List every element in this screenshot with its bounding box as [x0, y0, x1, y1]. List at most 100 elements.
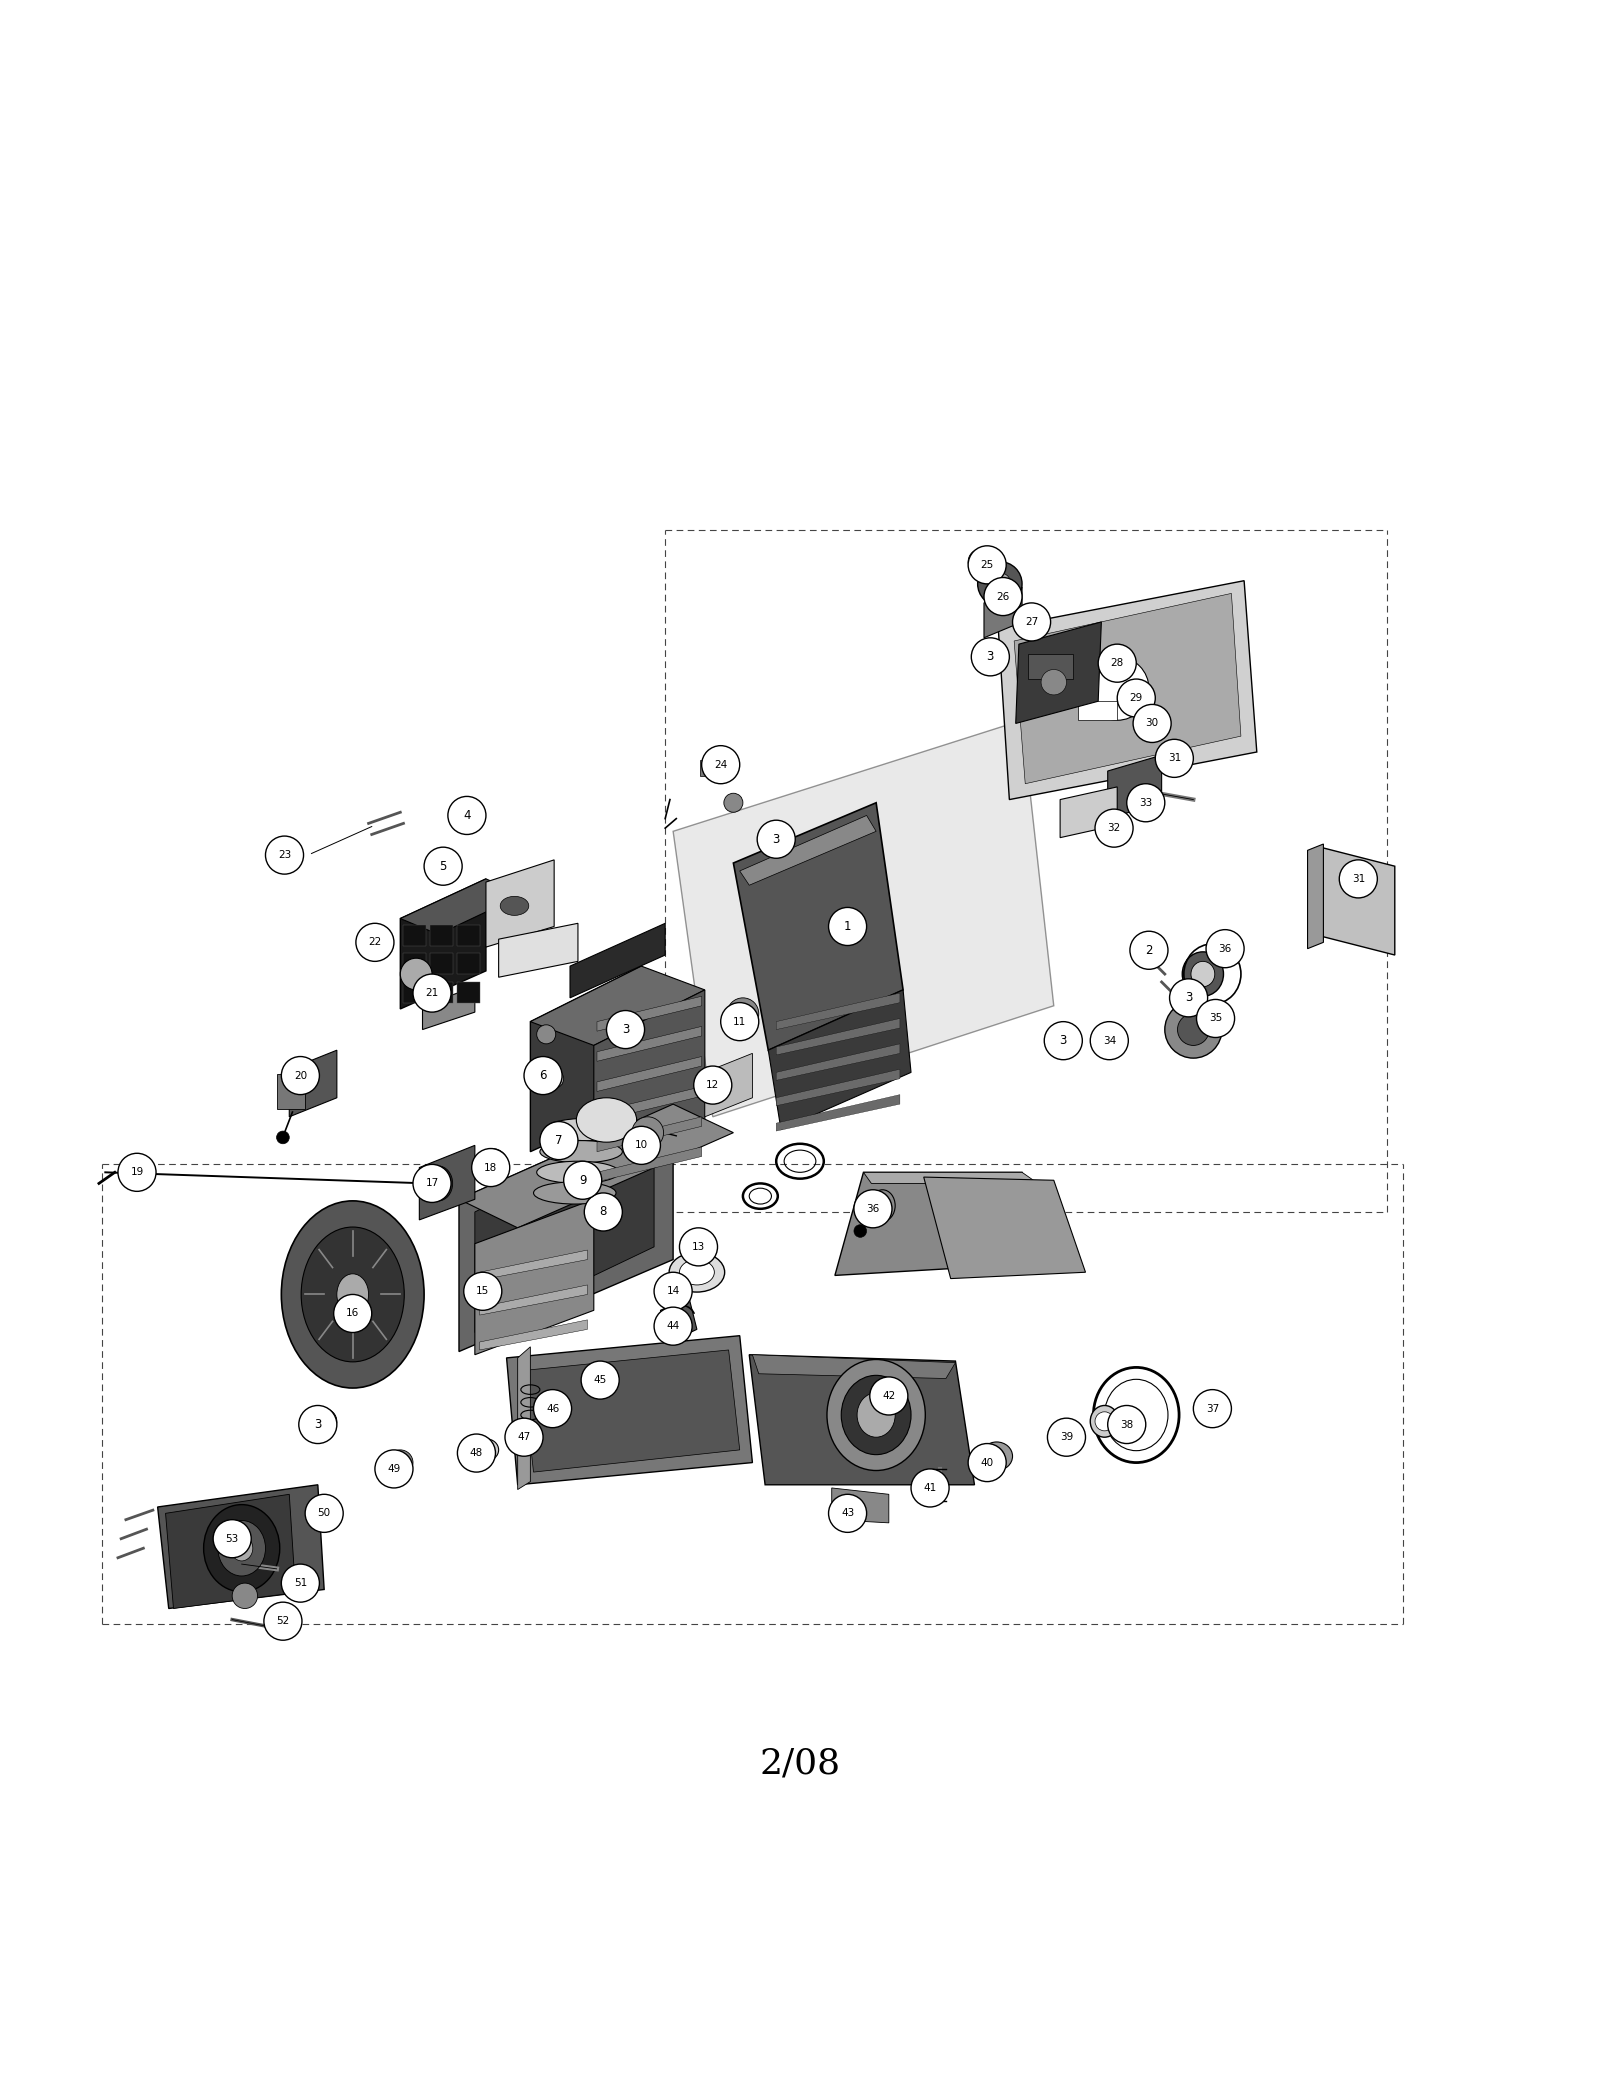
Circle shape: [563, 1162, 602, 1199]
Circle shape: [971, 637, 1010, 676]
Circle shape: [829, 907, 867, 946]
Text: 42: 42: [882, 1390, 896, 1401]
Ellipse shape: [480, 1444, 491, 1455]
Polygon shape: [864, 1172, 1038, 1183]
Ellipse shape: [282, 1201, 424, 1388]
Bar: [458, 925, 480, 946]
Circle shape: [1126, 784, 1165, 822]
Polygon shape: [776, 1096, 899, 1131]
Polygon shape: [422, 988, 475, 1029]
Text: 7: 7: [555, 1135, 563, 1147]
Circle shape: [485, 1156, 501, 1172]
Circle shape: [1042, 670, 1067, 695]
Circle shape: [472, 1150, 510, 1187]
Polygon shape: [499, 923, 578, 977]
Polygon shape: [597, 996, 702, 1031]
Text: 3: 3: [987, 649, 994, 664]
Circle shape: [1133, 703, 1171, 743]
Text: 41: 41: [923, 1484, 936, 1492]
Text: 36: 36: [1219, 944, 1232, 954]
Circle shape: [387, 1450, 413, 1475]
Circle shape: [1094, 809, 1133, 847]
Text: 11: 11: [733, 1017, 746, 1027]
Polygon shape: [1016, 622, 1101, 724]
Polygon shape: [480, 1320, 587, 1351]
Ellipse shape: [218, 1521, 266, 1577]
Polygon shape: [475, 1199, 594, 1355]
Circle shape: [726, 998, 758, 1029]
Ellipse shape: [539, 1141, 622, 1162]
Circle shape: [1090, 1021, 1128, 1060]
Ellipse shape: [576, 1098, 637, 1141]
Polygon shape: [674, 720, 1054, 1116]
Circle shape: [536, 1025, 555, 1044]
Text: 32: 32: [1107, 824, 1120, 834]
Polygon shape: [998, 581, 1258, 799]
Polygon shape: [776, 1019, 899, 1054]
Circle shape: [544, 1069, 563, 1087]
Text: 14: 14: [667, 1286, 680, 1297]
Text: 29: 29: [1130, 693, 1142, 703]
Circle shape: [584, 1193, 622, 1230]
Ellipse shape: [424, 1166, 453, 1201]
Circle shape: [334, 1295, 371, 1332]
Text: 24: 24: [714, 759, 728, 770]
Polygon shape: [400, 880, 486, 1008]
Text: 19: 19: [130, 1168, 144, 1177]
Ellipse shape: [1190, 961, 1214, 988]
Text: 33: 33: [1139, 797, 1152, 807]
Circle shape: [1178, 1015, 1210, 1046]
Text: 43: 43: [842, 1509, 854, 1519]
Text: 31: 31: [1352, 874, 1365, 884]
Text: 2: 2: [1146, 944, 1152, 957]
Circle shape: [702, 745, 739, 784]
Polygon shape: [776, 994, 899, 1029]
Polygon shape: [1320, 847, 1395, 954]
Bar: [430, 981, 453, 1002]
Circle shape: [458, 1434, 496, 1471]
Text: 22: 22: [368, 938, 381, 948]
Ellipse shape: [870, 1189, 894, 1222]
Polygon shape: [776, 1069, 899, 1106]
Text: 21: 21: [426, 988, 438, 998]
Polygon shape: [158, 1486, 325, 1608]
Circle shape: [1206, 930, 1245, 967]
Text: 50: 50: [318, 1509, 331, 1519]
Text: 6: 6: [539, 1069, 547, 1081]
Polygon shape: [597, 1087, 702, 1123]
Circle shape: [829, 1494, 867, 1531]
Ellipse shape: [842, 1376, 910, 1455]
Text: 26: 26: [997, 591, 1010, 602]
Text: 10: 10: [635, 1141, 648, 1150]
Polygon shape: [594, 990, 706, 1177]
Circle shape: [306, 1494, 344, 1531]
Bar: [403, 952, 426, 973]
Circle shape: [312, 1409, 338, 1434]
Circle shape: [654, 1272, 693, 1309]
Circle shape: [413, 1164, 451, 1201]
Text: 45: 45: [594, 1376, 606, 1386]
Text: 5: 5: [440, 859, 446, 874]
Bar: [1077, 701, 1117, 720]
Polygon shape: [518, 1347, 530, 1490]
Ellipse shape: [858, 1392, 894, 1438]
Text: 30: 30: [1146, 718, 1158, 728]
Circle shape: [477, 1150, 509, 1181]
Polygon shape: [984, 587, 1022, 637]
Text: 53: 53: [226, 1533, 238, 1544]
Circle shape: [1054, 1421, 1078, 1446]
Text: 2/08: 2/08: [760, 1747, 840, 1780]
Circle shape: [1184, 984, 1203, 1002]
Polygon shape: [832, 1488, 890, 1523]
Circle shape: [622, 1127, 661, 1164]
Polygon shape: [290, 1050, 338, 1116]
Text: 49: 49: [387, 1465, 400, 1473]
Circle shape: [374, 1450, 413, 1488]
Polygon shape: [475, 1123, 654, 1332]
Text: 23: 23: [278, 851, 291, 861]
Polygon shape: [768, 990, 910, 1129]
Ellipse shape: [981, 1442, 1013, 1471]
Circle shape: [1048, 1417, 1085, 1457]
Text: 51: 51: [294, 1579, 307, 1587]
Circle shape: [506, 1417, 542, 1457]
